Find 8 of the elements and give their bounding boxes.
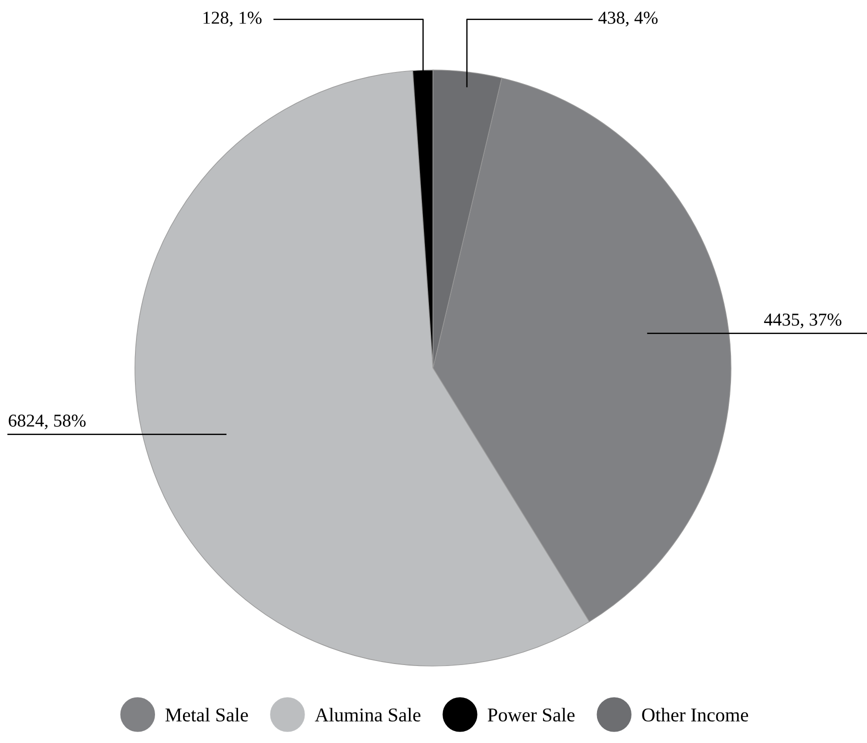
legend-label: Alumina Sale [314, 708, 420, 722]
legend-label: Other Income [642, 708, 748, 722]
data-label: 6824, 58% [8, 414, 86, 430]
data-label: 438, 4% [598, 12, 658, 26]
data-label: 4435, 37% [764, 314, 842, 328]
legend-label: Power Sale [488, 708, 575, 722]
legend-label: Metal Sale [165, 708, 248, 722]
data-label: 128, 1% [204, 12, 262, 26]
